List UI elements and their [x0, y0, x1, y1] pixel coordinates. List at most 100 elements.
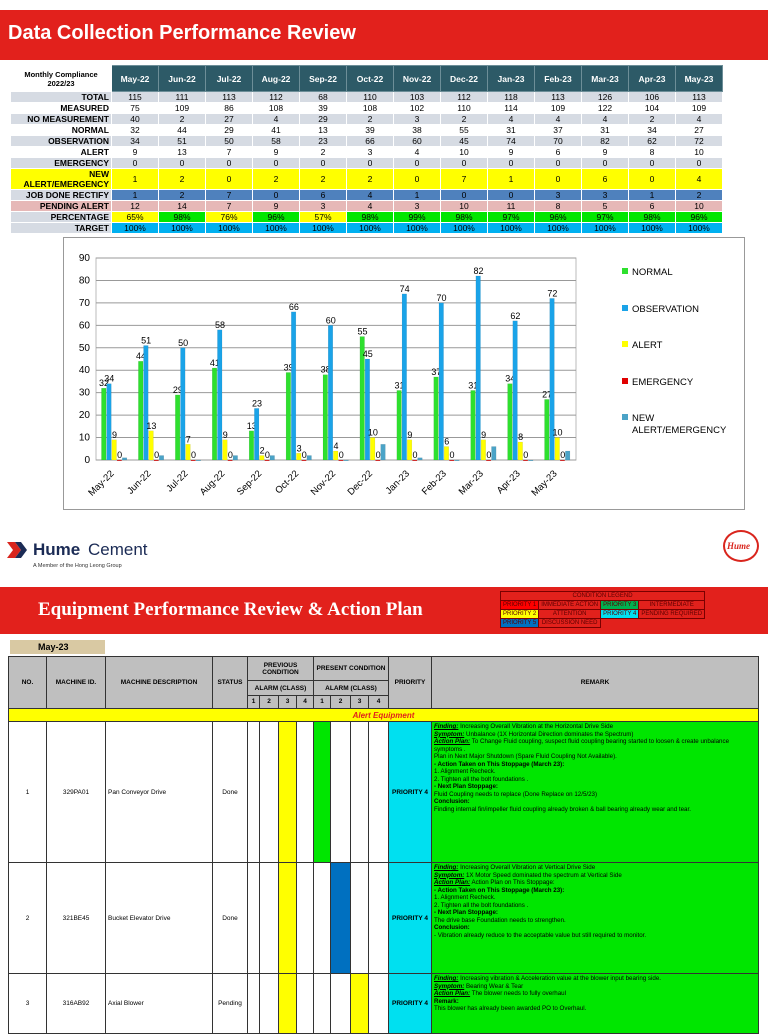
- bar-new-alert-emergency: [195, 459, 201, 462]
- remark-line: The drive base Foundation needs to stren…: [434, 917, 756, 925]
- cell-value: 65%: [111, 211, 159, 223]
- month-header: Oct-22: [346, 65, 394, 92]
- compliance-row: MEASURED 75 109 86 108 39 108 102 110 114 109 122 10…: [10, 102, 723, 114]
- data-label: 0: [228, 450, 233, 460]
- legend-swatch: [622, 268, 628, 274]
- bar-normal: [322, 374, 328, 461]
- cell-value: 100%: [252, 222, 300, 234]
- remark-line: Plan in Next Major Shutdown (Spare Fluid…: [434, 753, 756, 761]
- row-remark: Finding: Increasing Overall Vibration at…: [431, 862, 759, 974]
- compliance-row: TARGET 100% 100% 100% 100% 100% 100% 100% 100% 10…: [10, 222, 723, 234]
- cell-value: 0: [205, 168, 253, 190]
- y-tick-label: 50: [79, 343, 91, 354]
- data-label: 34: [505, 374, 515, 384]
- legend-label: EMERGENCY: [632, 377, 694, 388]
- row-label: PERCENTAGE: [10, 211, 112, 223]
- remark-line: - Action Taken on This Stoppage (March 2…: [434, 761, 756, 769]
- cell-value: 4: [581, 113, 629, 125]
- remark-key: Action Plan:: [434, 738, 471, 745]
- cell-value: 97%: [487, 211, 535, 223]
- data-label: 2: [260, 446, 265, 456]
- remark-text: Increasing vibration & Acceleration valu…: [458, 975, 661, 982]
- cell-value: 37: [534, 124, 582, 136]
- row-label: JOB DONE RECTIFY: [10, 189, 112, 201]
- data-label: 31: [468, 380, 478, 390]
- x-tick-label: May-23: [529, 468, 559, 498]
- cell-value: 100%: [111, 222, 159, 234]
- row-label: TARGET: [10, 222, 112, 234]
- cell-value: 23: [299, 135, 347, 147]
- remark-text: Conclusion:: [434, 798, 470, 805]
- data-label: 51: [141, 336, 151, 346]
- class-2-prev: 2: [259, 694, 279, 710]
- class-1-pres: 1: [313, 694, 331, 710]
- bar-observation: [401, 293, 407, 461]
- row-label: ALERT: [10, 146, 112, 158]
- legend-desc-5: DISCUSSION NEED: [538, 618, 602, 628]
- month-header: May-23: [675, 65, 723, 92]
- remark-line: Symptom: Bearing Wear & Tear: [434, 983, 756, 991]
- cell-value: 6: [534, 146, 582, 158]
- bar-normal: [285, 372, 291, 461]
- remark-text: - Action Taken on This Stoppage (March 2…: [434, 760, 565, 768]
- header-banner: Data Collection Performance Review: [0, 10, 768, 60]
- legend-swatch: [622, 305, 628, 311]
- cell-value: 0: [440, 189, 488, 201]
- logo-word-cement: Cement: [88, 540, 148, 559]
- bar-alert: [185, 444, 191, 461]
- cell-value: 2: [252, 168, 300, 190]
- data-label: 27: [542, 389, 552, 399]
- class-4-prev: 4: [296, 694, 314, 710]
- cell-value: 110: [440, 102, 488, 114]
- data-label: 4: [333, 441, 338, 451]
- bar-normal: [359, 336, 365, 461]
- remark-key: Symptom:: [434, 982, 465, 990]
- round-logo-text: Hume: [727, 541, 751, 551]
- bar-emergency: [486, 459, 492, 462]
- remark-line: Conclusion:: [434, 798, 756, 806]
- cell-value: 100%: [158, 222, 206, 234]
- cell-value: 114: [487, 102, 535, 114]
- bar-observation: [180, 347, 186, 461]
- cell-value: 0: [628, 157, 676, 169]
- x-tick-label: Nov-22: [309, 468, 338, 497]
- bar-alert: [370, 437, 376, 461]
- y-tick-label: 0: [84, 455, 90, 466]
- cell-value: 108: [346, 102, 394, 114]
- data-label: 0: [523, 450, 528, 460]
- bar-alert: [296, 453, 302, 461]
- remark-text: - Vibration already reduce to the accept…: [434, 931, 647, 939]
- y-tick-label: 20: [79, 410, 91, 421]
- cell-value: 1: [111, 189, 159, 201]
- cell-value: 115: [111, 91, 159, 103]
- cell-value: 98%: [440, 211, 488, 223]
- month-header: Dec-22: [440, 65, 488, 92]
- cell-value: 38: [393, 124, 441, 136]
- cell-value: 7: [205, 146, 253, 158]
- bar-new-alert-emergency: [454, 459, 460, 462]
- remark-text: Remark:: [434, 997, 459, 1005]
- bar-emergency: [116, 459, 122, 462]
- data-label: 9: [481, 430, 486, 440]
- legend-label-cont: ALERT/EMERGENCY: [632, 425, 727, 436]
- month-header: Apr-23: [628, 65, 676, 92]
- cell-value: 0: [299, 157, 347, 169]
- y-tick-label: 60: [79, 320, 91, 331]
- x-tick-label: Aug-22: [198, 468, 227, 497]
- condition-legend: CONDITION LEGEND PRIORITY 1 IMMEDIATE AC…: [499, 591, 706, 628]
- cell-value: 100%: [675, 222, 723, 234]
- bar-alert: [443, 446, 449, 461]
- remark-key: Finding:: [434, 864, 459, 871]
- month-label: May-23: [10, 640, 105, 654]
- cell-value: 0: [346, 157, 394, 169]
- remark-text: This blower has already been awarded PO …: [434, 1005, 587, 1012]
- remark-line: Symptom: Unbalance (1X Horizontal Direct…: [434, 731, 756, 739]
- data-label: 0: [265, 450, 270, 460]
- cell-value: 98%: [346, 211, 394, 223]
- remark-line: 1. Alignment Recheck.: [434, 768, 756, 776]
- bar-alert: [554, 437, 560, 461]
- cell-value: 100%: [628, 222, 676, 234]
- data-label: 38: [321, 365, 331, 375]
- bar-observation: [217, 329, 223, 461]
- remark-line: Action Plan: Action Plan on This Stoppag…: [434, 879, 756, 887]
